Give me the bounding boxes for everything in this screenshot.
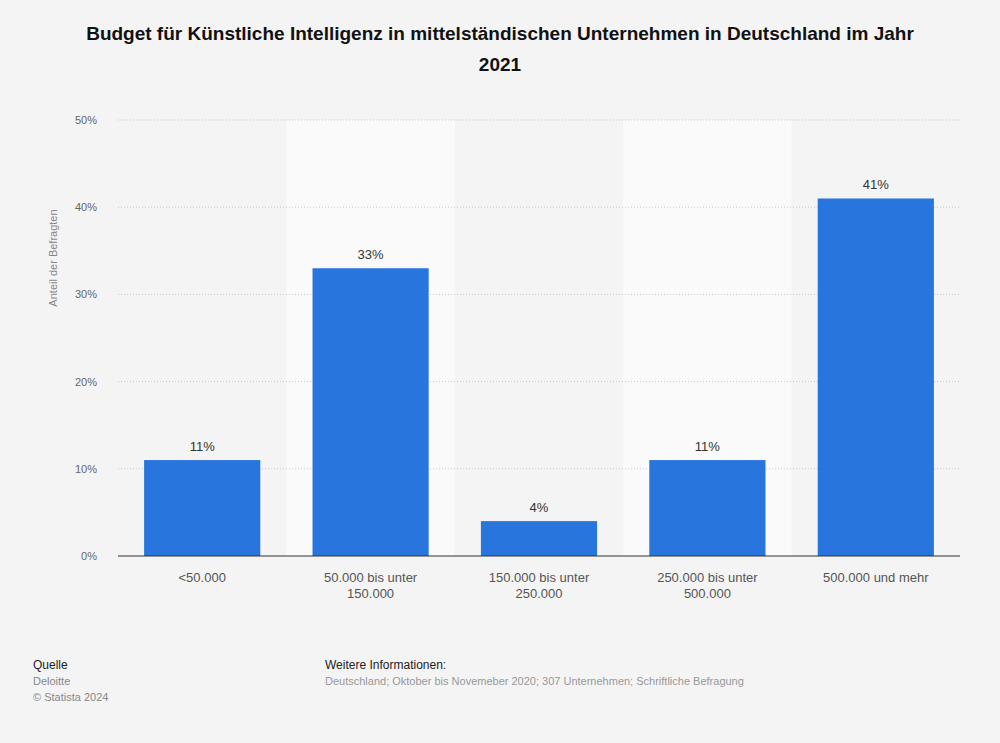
info-label: Weitere Informationen: — [325, 658, 446, 672]
source-text: Deloitte — [33, 675, 70, 687]
title-line: Budget für Künstliche Intelligenz in mit… — [86, 23, 914, 44]
title: Budget für Künstliche Intelligenz in mit… — [86, 23, 914, 75]
category-label-line: 500.000 — [684, 586, 731, 601]
category-label-line: 50.000 bis unter — [324, 570, 418, 585]
info-text: Deutschland; Oktober bis Novemeber 2020;… — [325, 675, 744, 687]
background — [0, 0, 1000, 743]
category-label-line: 150.000 — [347, 586, 394, 601]
bar — [144, 460, 260, 556]
category-label: 500.000 und mehr — [823, 570, 929, 585]
category-label: <50.000 — [179, 570, 226, 585]
title-line: 2021 — [479, 54, 522, 75]
tick-label: 0% — [81, 550, 97, 562]
category-label-line: 250.000 — [516, 586, 563, 601]
bar — [313, 268, 429, 556]
bar — [818, 198, 934, 556]
bar — [481, 521, 597, 556]
source-label: Quelle — [33, 658, 68, 672]
tick-label: 40% — [75, 201, 97, 213]
tick-label: 10% — [75, 463, 97, 475]
category-label: 250.000 bis unter500.000 — [657, 570, 758, 601]
tick-label: 30% — [75, 288, 97, 300]
tick-label: 50% — [75, 114, 97, 126]
column-band — [623, 120, 791, 556]
data-label: 33% — [358, 247, 384, 262]
category-label: 50.000 bis unter150.000 — [324, 570, 418, 601]
category-label-line: 500.000 und mehr — [823, 570, 929, 585]
source-text: © Statista 2024 — [33, 691, 108, 703]
grid-line — [118, 120, 960, 121]
chart: Budget für Künstliche Intelligenz in mit… — [0, 0, 1000, 743]
data-label: 41% — [863, 177, 889, 192]
bar — [649, 460, 765, 556]
axis-title: Anteil der Befragten — [47, 209, 59, 306]
column-band — [286, 120, 454, 556]
bars — [144, 198, 934, 556]
category-label: 150.000 bis unter250.000 — [489, 570, 590, 601]
category-label-line: 150.000 bis unter — [489, 570, 590, 585]
axis-line — [118, 555, 960, 556]
category-label-line: <50.000 — [179, 570, 226, 585]
data-label: 11% — [190, 439, 215, 454]
tick-label: 20% — [75, 376, 97, 388]
data-label: 4% — [530, 500, 549, 515]
category-label-line: 250.000 bis unter — [657, 570, 758, 585]
data-label: 11% — [695, 439, 720, 454]
